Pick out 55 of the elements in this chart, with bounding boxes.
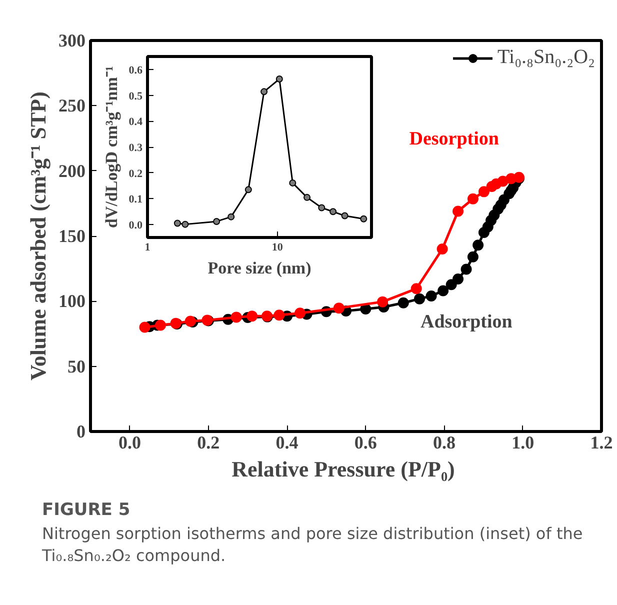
y-tick-label: 0.3 [128,142,143,154]
y-tick-label: 0.0 [128,220,143,232]
point [472,240,484,251]
x-tick-label: 10 [272,242,284,254]
point [486,180,498,192]
y-tick-label: 0.6 [128,64,143,76]
point [410,283,422,294]
point [438,285,449,296]
point [139,322,150,333]
point [414,293,426,304]
y-tick-label: 0.2 [128,168,143,180]
point [154,320,166,331]
point [446,279,457,290]
x-tick-label: 1.2 [590,432,613,452]
caption: FIGURE 5 [42,499,132,522]
point [436,244,448,255]
x-tick-label: 0.6 [354,432,377,452]
point [377,296,388,308]
point [294,308,306,319]
x-axis-title: Pore size (nm) [208,258,312,278]
point [426,290,437,302]
point [333,302,344,314]
y-tick-label: 0 [76,422,86,442]
text: Nitrogen sorption isotherms and pore size distribution (inset) of the Ti₀.₈Sn₀.₂O₂ compound. [42,522,584,568]
point [467,251,478,262]
point [184,316,196,327]
point [452,274,464,284]
x-tick-label: 0.4 [276,432,298,452]
y-tick-label: 0.5 [128,90,143,102]
series-label: Desorption [409,128,500,150]
y-tick-label: 150 [58,226,86,246]
x-tick-label: 0.8 [433,432,456,452]
point [274,310,285,321]
point [398,297,409,308]
y-tick-label: 200 [58,160,86,181]
point [452,206,464,217]
point [478,186,490,198]
x-tick-label: 1.0 [512,432,534,452]
legend-label: Ti₀.₈Sn₀.₂O₂ [498,46,595,69]
x-tick-label: 1 [144,242,150,254]
x-tick-label: 0.2 [197,432,220,452]
y-tick-label: 250 [58,96,86,116]
y-tick-label: 300 [58,30,86,50]
y-axis-title: Volume adsorbed (cm³g⁻¹ STP) [26,92,50,380]
y-tick-label: 100 [58,291,86,312]
point [467,193,478,204]
y-tick-label: 0.4 [128,116,143,128]
y-tick-label: 0.1 [128,194,142,206]
y-axis-title: dV/dLogD cm³g⁻¹nm⁻¹ [102,66,121,228]
point [246,310,258,322]
point [230,312,242,323]
y-tick-label: 50 [68,356,86,376]
point [460,264,472,275]
annotation: Adsorption [420,312,513,332]
x-axis-title: Relative Pressure (P/P₀) [232,456,455,482]
